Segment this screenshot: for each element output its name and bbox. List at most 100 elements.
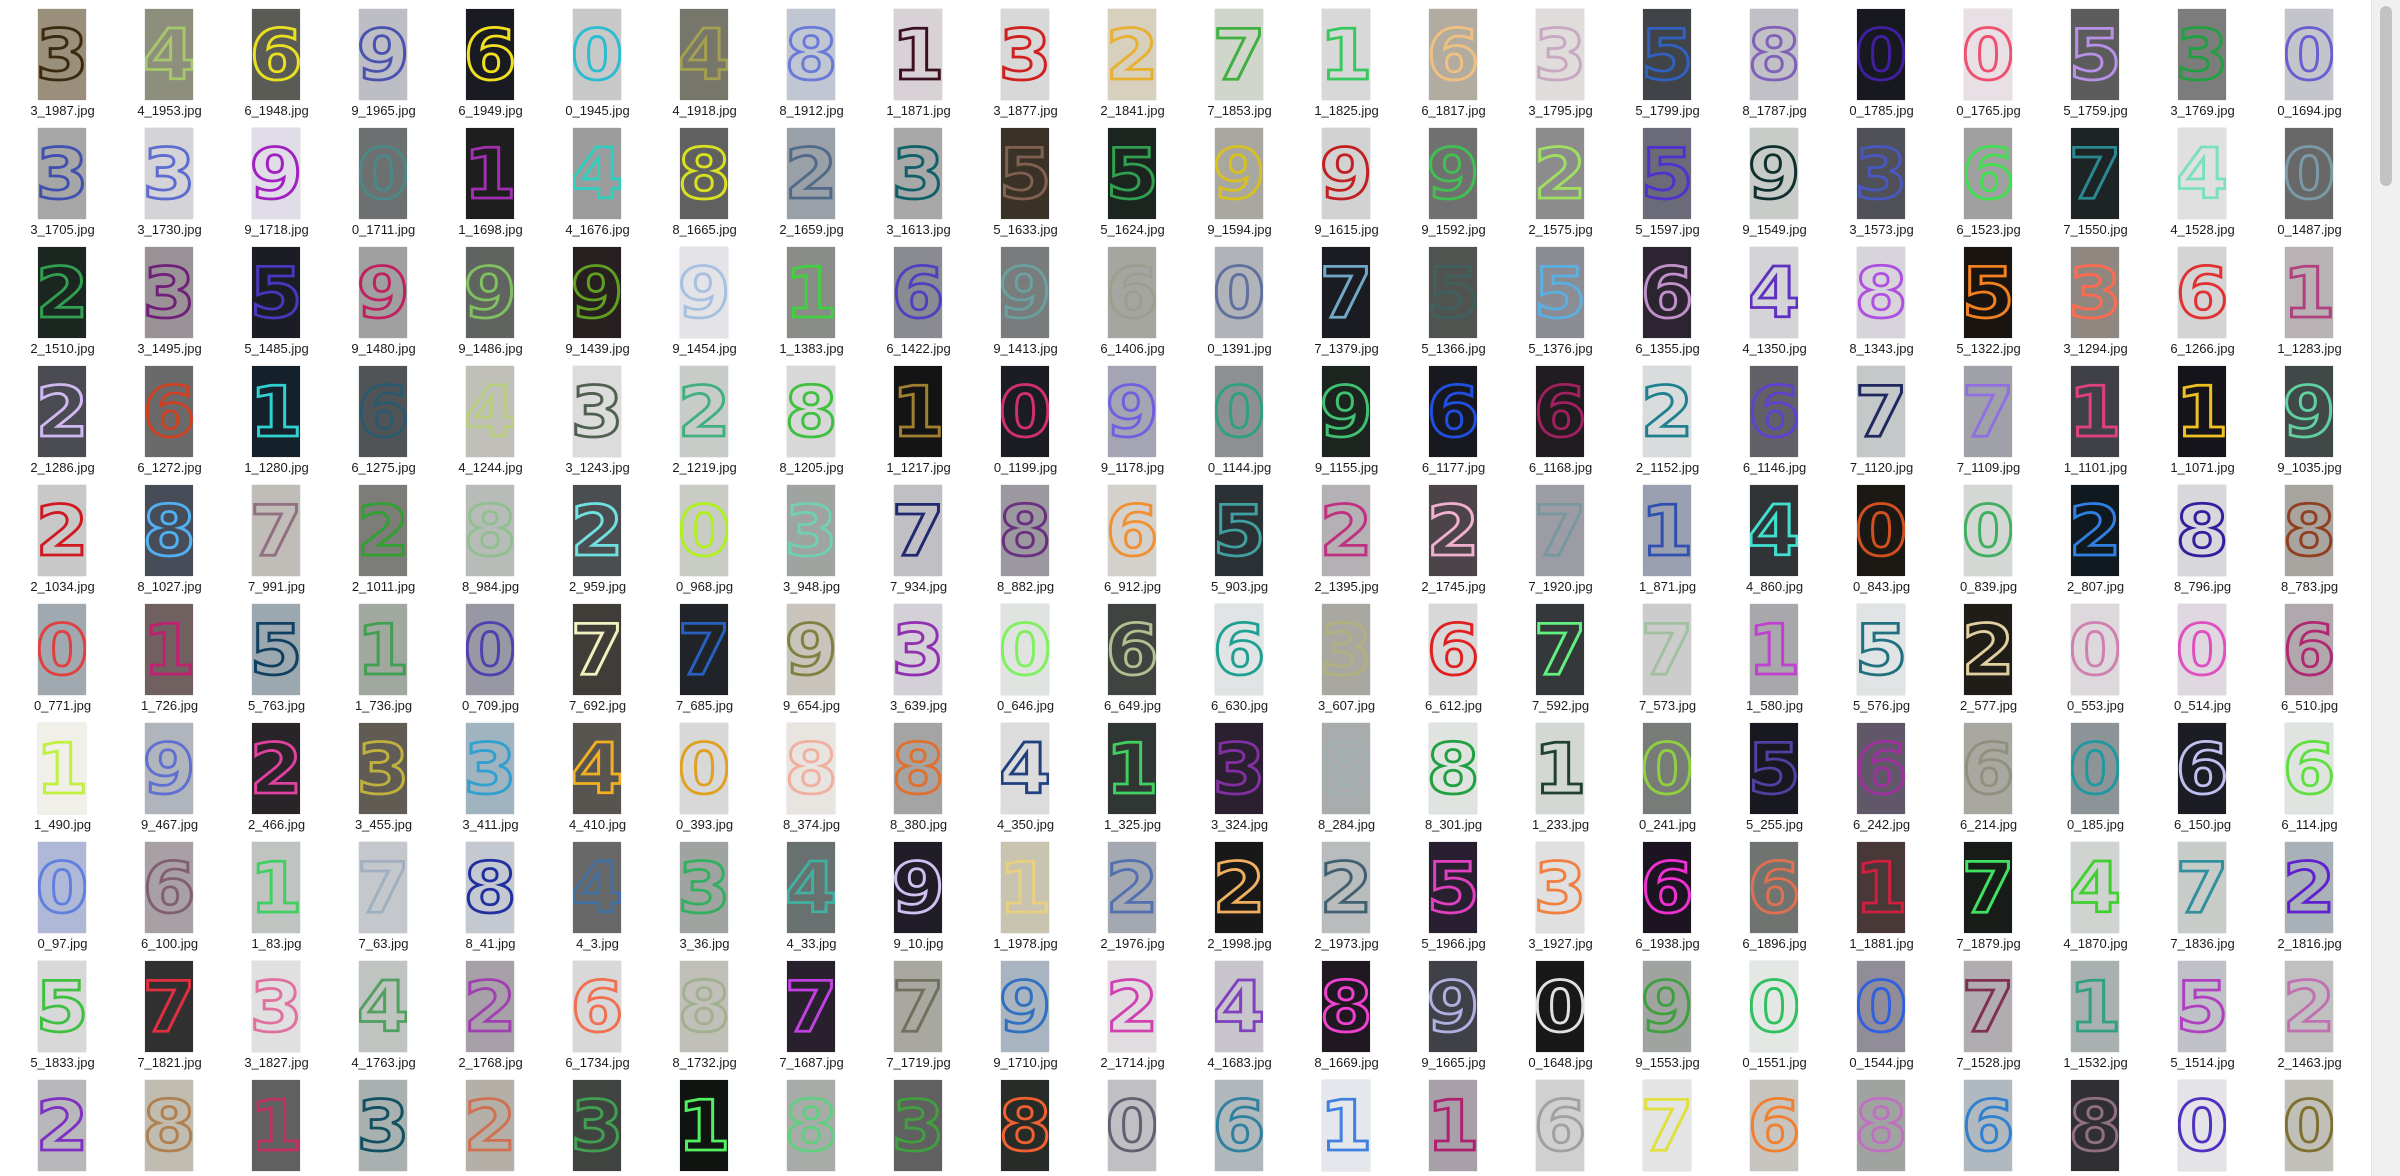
file-thumbnail[interactable]: 4 xyxy=(359,961,407,1052)
file-thumbnail[interactable]: 8 xyxy=(680,128,728,219)
file-name-label[interactable]: 3_607.jpg xyxy=(1317,698,1376,713)
file-thumbnail[interactable]: 1 xyxy=(252,842,300,933)
file-item[interactable]: 1 1_490.jpg xyxy=(0,714,107,832)
file-item[interactable]: 2 2_1510.jpg xyxy=(0,238,107,356)
file-thumbnail[interactable]: 9 xyxy=(894,842,942,933)
file-thumbnail[interactable]: 4 xyxy=(1215,961,1263,1052)
file-thumbnail[interactable]: 4 xyxy=(1001,723,1049,814)
file-name-label[interactable]: 6_242.jpg xyxy=(1852,817,1911,832)
file-item[interactable]: 11_1435.jpg xyxy=(214,1071,321,1176)
file-thumbnail[interactable]: 3 xyxy=(1536,842,1584,933)
file-name-label[interactable]: 8_984.jpg xyxy=(461,579,520,594)
file-thumbnail[interactable]: 1 xyxy=(1001,842,1049,933)
file-name-label[interactable]: 3_948.jpg xyxy=(782,579,841,594)
file-thumbnail[interactable]: 7 xyxy=(894,961,942,1052)
file-item[interactable]: 5 5_1514.jpg xyxy=(2140,952,2247,1070)
file-item[interactable]: 8 8_41.jpg xyxy=(428,833,535,951)
file-item[interactable]: 1 1_233.jpg xyxy=(1498,714,1605,832)
file-thumbnail[interactable]: 2 xyxy=(2285,842,2333,933)
file-item[interactable]: 11_1396.jpg xyxy=(642,1071,749,1176)
file-item[interactable]: 88_1362.jpg xyxy=(963,1071,1070,1176)
file-name-label[interactable]: 6_1422.jpg xyxy=(886,341,951,356)
file-thumbnail[interactable]: 1 xyxy=(1322,1080,1370,1171)
file-thumbnail[interactable]: 2 xyxy=(1643,366,1691,457)
file-thumbnail[interactable]: 5 xyxy=(1429,247,1477,338)
file-item[interactable]: 7 7_991.jpg xyxy=(214,476,321,594)
file-thumbnail[interactable]: 2 xyxy=(38,1080,86,1171)
file-name-label[interactable]: 6_510.jpg xyxy=(2280,698,2339,713)
file-item[interactable]: 3 3_1613.jpg xyxy=(856,119,963,237)
file-thumbnail[interactable]: 8 xyxy=(1322,723,1370,814)
file-item[interactable]: 1 1_1283.jpg xyxy=(2247,238,2354,356)
file-thumbnail[interactable]: 4 xyxy=(2178,128,2226,219)
file-name-label[interactable]: 2_466.jpg xyxy=(247,817,306,832)
file-name-label[interactable]: 0_1945.jpg xyxy=(565,103,630,118)
file-name-label[interactable]: 5_1624.jpg xyxy=(1100,222,1165,237)
file-item[interactable]: 7 7_1821.jpg xyxy=(107,952,214,1070)
file-name-label[interactable]: 8_783.jpg xyxy=(2280,579,2339,594)
file-name-label[interactable]: 7_1687.jpg xyxy=(779,1055,844,1070)
file-name-label[interactable]: 5_255.jpg xyxy=(1745,817,1804,832)
file-thumbnail[interactable]: 7 xyxy=(1536,485,1584,576)
file-thumbnail[interactable]: 5 xyxy=(1857,604,1905,695)
file-item[interactable]: 7 7_1550.jpg xyxy=(2033,119,2140,237)
scrollbar-thumb[interactable] xyxy=(2380,6,2392,186)
file-name-label[interactable]: 5_1966.jpg xyxy=(1421,936,1486,951)
file-name-label[interactable]: 5_1597.jpg xyxy=(1635,222,1700,237)
file-item[interactable]: 1 1_736.jpg xyxy=(321,595,428,713)
file-item[interactable]: 88_1278.jpg xyxy=(1819,1071,1926,1176)
file-name-label[interactable]: 8_1665.jpg xyxy=(672,222,737,237)
file-item[interactable]: 9 9_1480.jpg xyxy=(321,238,428,356)
file-item[interactable]: 3 3_1827.jpg xyxy=(214,952,321,1070)
file-item[interactable]: 2 2_1286.jpg xyxy=(0,357,107,475)
file-name-label[interactable]: 8_284.jpg xyxy=(1317,817,1376,832)
file-item[interactable]: 2 2_577.jpg xyxy=(1926,595,2033,713)
file-item[interactable]: 4 4_3.jpg xyxy=(535,833,642,951)
file-name-label[interactable]: 8_301.jpg xyxy=(1424,817,1483,832)
file-name-label[interactable]: 1_871.jpg xyxy=(1638,579,1697,594)
file-thumbnail[interactable]: 1 xyxy=(1536,723,1584,814)
file-name-label[interactable]: 7_1528.jpg xyxy=(1956,1055,2021,1070)
file-thumbnail[interactable]: 7 xyxy=(359,842,407,933)
file-thumbnail[interactable]: 6 xyxy=(1964,723,2012,814)
file-item[interactable]: 2 2_1219.jpg xyxy=(642,357,749,475)
file-thumbnail[interactable]: 0 xyxy=(680,485,728,576)
file-item[interactable]: 8 8_1027.jpg xyxy=(107,476,214,594)
file-thumbnail[interactable]: 3 xyxy=(573,366,621,457)
file-item[interactable]: 8 8_301.jpg xyxy=(1391,714,1498,832)
file-name-label[interactable]: 3_1573.jpg xyxy=(1849,222,1914,237)
file-thumbnail[interactable]: 7 xyxy=(1536,604,1584,695)
file-name-label[interactable]: 0_514.jpg xyxy=(2173,698,2232,713)
file-thumbnail[interactable]: 4 xyxy=(2071,842,2119,933)
file-thumbnail[interactable]: 2 xyxy=(1322,485,1370,576)
file-thumbnail[interactable]: 0 xyxy=(2178,1080,2226,1171)
file-name-label[interactable]: 5_1366.jpg xyxy=(1421,341,1486,356)
file-thumbnail[interactable]: 5 xyxy=(38,961,86,1052)
file-item[interactable]: 7 7_1687.jpg xyxy=(749,952,856,1070)
file-item[interactable]: 0 0_1711.jpg xyxy=(321,119,428,237)
file-item[interactable]: 33_1370.jpg xyxy=(856,1071,963,1176)
file-item[interactable]: 0 0_1199.jpg xyxy=(963,357,1070,475)
file-item[interactable]: 5 5_576.jpg xyxy=(1819,595,1926,713)
file-item[interactable]: 5 5_1597.jpg xyxy=(1605,119,1712,237)
file-thumbnail[interactable]: 7 xyxy=(894,485,942,576)
file-item[interactable]: 3 3_324.jpg xyxy=(1177,714,1284,832)
file-item[interactable]: 22_1461.jpg xyxy=(0,1071,107,1176)
file-name-label[interactable]: 3_411.jpg xyxy=(462,817,519,832)
file-item[interactable]: 4 4_350.jpg xyxy=(963,714,1070,832)
file-thumbnail[interactable]: 0 xyxy=(1215,247,1263,338)
file-name-label[interactable]: 3_455.jpg xyxy=(354,817,413,832)
file-item[interactable]: 9 9_1710.jpg xyxy=(963,952,1070,1070)
file-thumbnail[interactable]: 8 xyxy=(1429,723,1477,814)
file-item[interactable]: 0 0_393.jpg xyxy=(642,714,749,832)
file-name-label[interactable]: 2_1395.jpg xyxy=(1314,579,1379,594)
file-name-label[interactable]: 4_1676.jpg xyxy=(565,222,630,237)
file-thumbnail[interactable]: 3 xyxy=(894,604,942,695)
file-name-label[interactable]: 4_3.jpg xyxy=(576,936,619,951)
file-item[interactable]: 2 2_959.jpg xyxy=(535,476,642,594)
file-name-label[interactable]: 1_325.jpg xyxy=(1103,817,1162,832)
file-name-label[interactable]: 2_1011.jpg xyxy=(351,579,416,594)
file-thumbnail[interactable]: 3 xyxy=(787,485,835,576)
file-name-label[interactable]: 9_10.jpg xyxy=(893,936,944,951)
file-item[interactable]: 1 1_580.jpg xyxy=(1712,595,1819,713)
